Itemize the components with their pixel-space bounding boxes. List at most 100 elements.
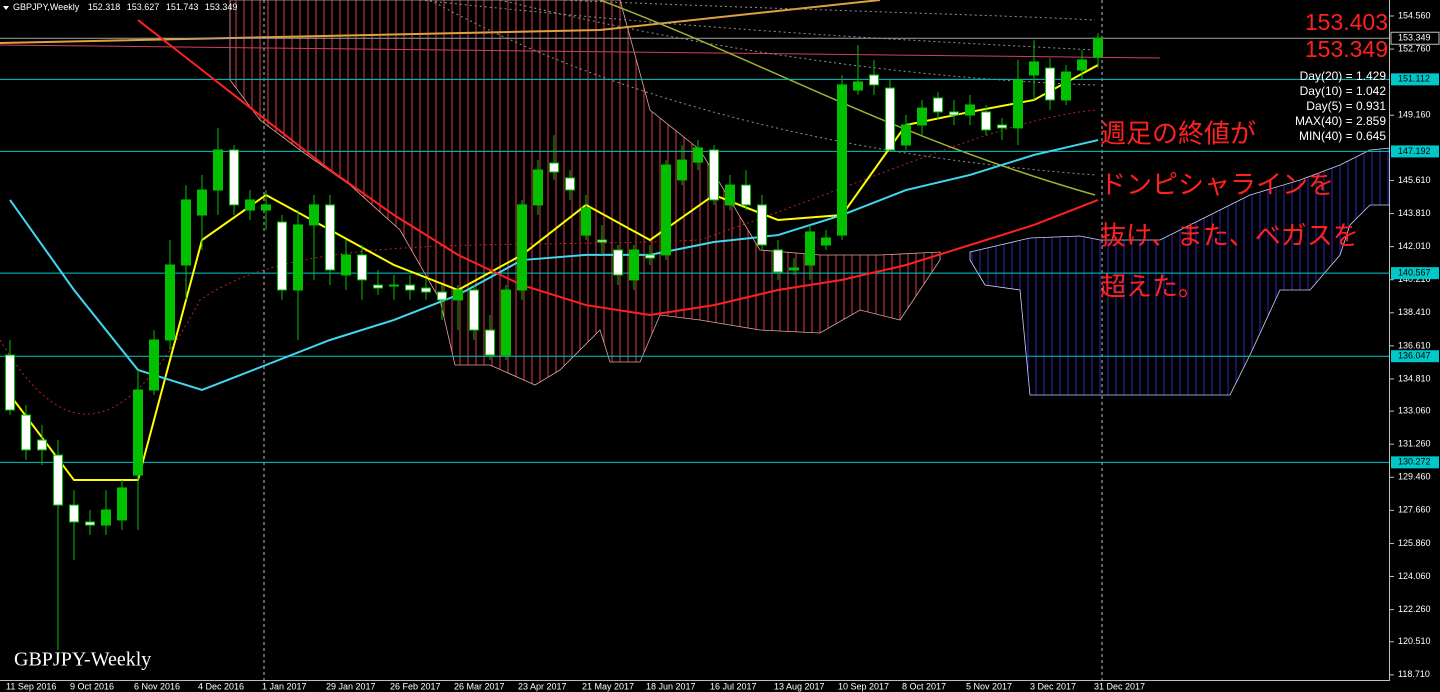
- y-tick-label: 124.060: [1398, 571, 1431, 581]
- ma-line: [9, 64, 1099, 482]
- candle-body: [597, 239, 607, 243]
- candle-body: [469, 289, 479, 331]
- level-label: 136.047: [1398, 351, 1431, 361]
- candle-body: [741, 184, 751, 206]
- candle-body: [549, 162, 559, 173]
- annotation: 超えた。: [1100, 273, 1204, 303]
- low: 151.743: [166, 2, 199, 12]
- x-tick-label: 31 Dec 2017: [1094, 681, 1145, 691]
- candle-body: [981, 111, 991, 131]
- candle-body: [773, 249, 783, 273]
- annotation: 週足の終値が: [1100, 120, 1256, 150]
- candle-body: [373, 284, 383, 289]
- stat-info: Day(20) = 1.429: [1300, 69, 1387, 83]
- x-tick-label: 29 Jan 2017: [326, 681, 376, 691]
- ask-quote: 153.403: [1305, 9, 1388, 35]
- candle-body: [677, 159, 687, 181]
- candle-body: [325, 204, 335, 271]
- header: GBPJPY,Weekly 152.318 153.627 151.743 15…: [13, 2, 237, 12]
- candle-body: [69, 504, 79, 523]
- x-tick-label: 10 Sep 2017: [838, 681, 889, 691]
- candle-body: [901, 124, 911, 146]
- candle-body: [101, 509, 111, 526]
- y-tick-label: 152.760: [1398, 43, 1431, 53]
- candle-body: [405, 284, 415, 291]
- x-tick-label: 26 Mar 2017: [454, 681, 505, 691]
- chart-layer: 154.560 152.760 149.160 145.610 143.810 142.0…: [6, 10, 1440, 691]
- candle-body: [885, 87, 895, 151]
- candle-body: [5, 354, 15, 411]
- candle-body: [277, 221, 287, 291]
- x-tick-label: 16 Jul 2017: [710, 681, 757, 691]
- y-tick-label: 118.710: [1398, 669, 1430, 679]
- price-label-box: [1390, 31, 1440, 45]
- candle-body: [1029, 61, 1039, 76]
- y-tick-label: 145.610: [1398, 175, 1431, 185]
- candle-body: [181, 199, 191, 266]
- x-tick-label: 11 Sep 2016: [6, 681, 56, 691]
- candle-body: [437, 291, 447, 301]
- candle-body: [293, 224, 303, 291]
- candle-body: [581, 207, 591, 236]
- close: 153.349: [205, 2, 238, 12]
- y-tick-label: 125.860: [1398, 538, 1431, 548]
- candle-body: [85, 521, 95, 526]
- candle-body: [453, 289, 463, 301]
- candle-body: [213, 149, 223, 191]
- candle-body: [117, 487, 127, 521]
- candle-body: [933, 97, 943, 113]
- dashed-ma: [0, 109, 1096, 415]
- annotation: 抜け、また、ベガスを: [1100, 222, 1359, 252]
- candle-body: [661, 164, 671, 256]
- x-tick-label: 23 Apr 2017: [518, 681, 567, 691]
- level-label-box: [1391, 145, 1439, 158]
- x-tick-label: 4 Dec 2016: [198, 681, 244, 691]
- y-tick-label: 143.810: [1398, 208, 1431, 218]
- candle-body: [389, 284, 399, 287]
- candle-body: [357, 254, 367, 281]
- x-tick-label: 21 May 2017: [582, 681, 634, 691]
- candle-body: [517, 204, 527, 291]
- y-tick-label: 122.260: [1398, 604, 1431, 614]
- candle-body: [821, 237, 831, 246]
- candle-body: [1077, 59, 1087, 71]
- candle-body: [1013, 79, 1023, 129]
- candle-body: [997, 124, 1007, 129]
- candle-body: [645, 254, 655, 259]
- candle-body: [341, 254, 351, 276]
- candle-body: [37, 439, 47, 451]
- candle-body: [133, 389, 143, 476]
- level-label: 130.272: [1398, 457, 1431, 467]
- candle-body: [21, 414, 31, 451]
- y-tick-label: 154.560: [1398, 10, 1431, 20]
- candle-body: [789, 267, 799, 271]
- candle-body: [1045, 67, 1055, 101]
- cloud-bearish: [229, 0, 941, 386]
- candle-body: [709, 149, 719, 201]
- candle-body: [501, 289, 511, 356]
- ma-line: [137, 19, 1099, 317]
- x-tick-label: 13 Aug 2017: [774, 681, 825, 691]
- y-tick-label: 149.160: [1398, 110, 1431, 120]
- x-tick-label: 26 Feb 2017: [390, 681, 441, 691]
- candle-body: [837, 84, 847, 236]
- y-tick-label: 127.660: [1398, 505, 1431, 515]
- candle-body: [965, 104, 975, 116]
- candle-body: [949, 111, 959, 116]
- symbol: GBPJPY,Weekly: [13, 2, 80, 12]
- x-tick-label: 5 Nov 2017: [966, 681, 1012, 691]
- cloud-bullish: [969, 147, 1389, 396]
- x-tick-label: 18 Jun 2017: [646, 681, 696, 691]
- candle-body: [725, 184, 735, 206]
- stat-info: MAX(40) = 2.859: [1295, 114, 1386, 128]
- dashed-ma: [429, 0, 1096, 176]
- level-label-box: [1391, 350, 1439, 363]
- menu-icon[interactable]: [3, 6, 9, 10]
- candle-body: [917, 107, 927, 126]
- stat-info: Day(5) = 0.931: [1306, 99, 1386, 113]
- high: 153.627: [127, 2, 160, 12]
- candle-body: [1061, 71, 1071, 101]
- candle-body: [565, 177, 575, 191]
- candle-body: [533, 169, 543, 206]
